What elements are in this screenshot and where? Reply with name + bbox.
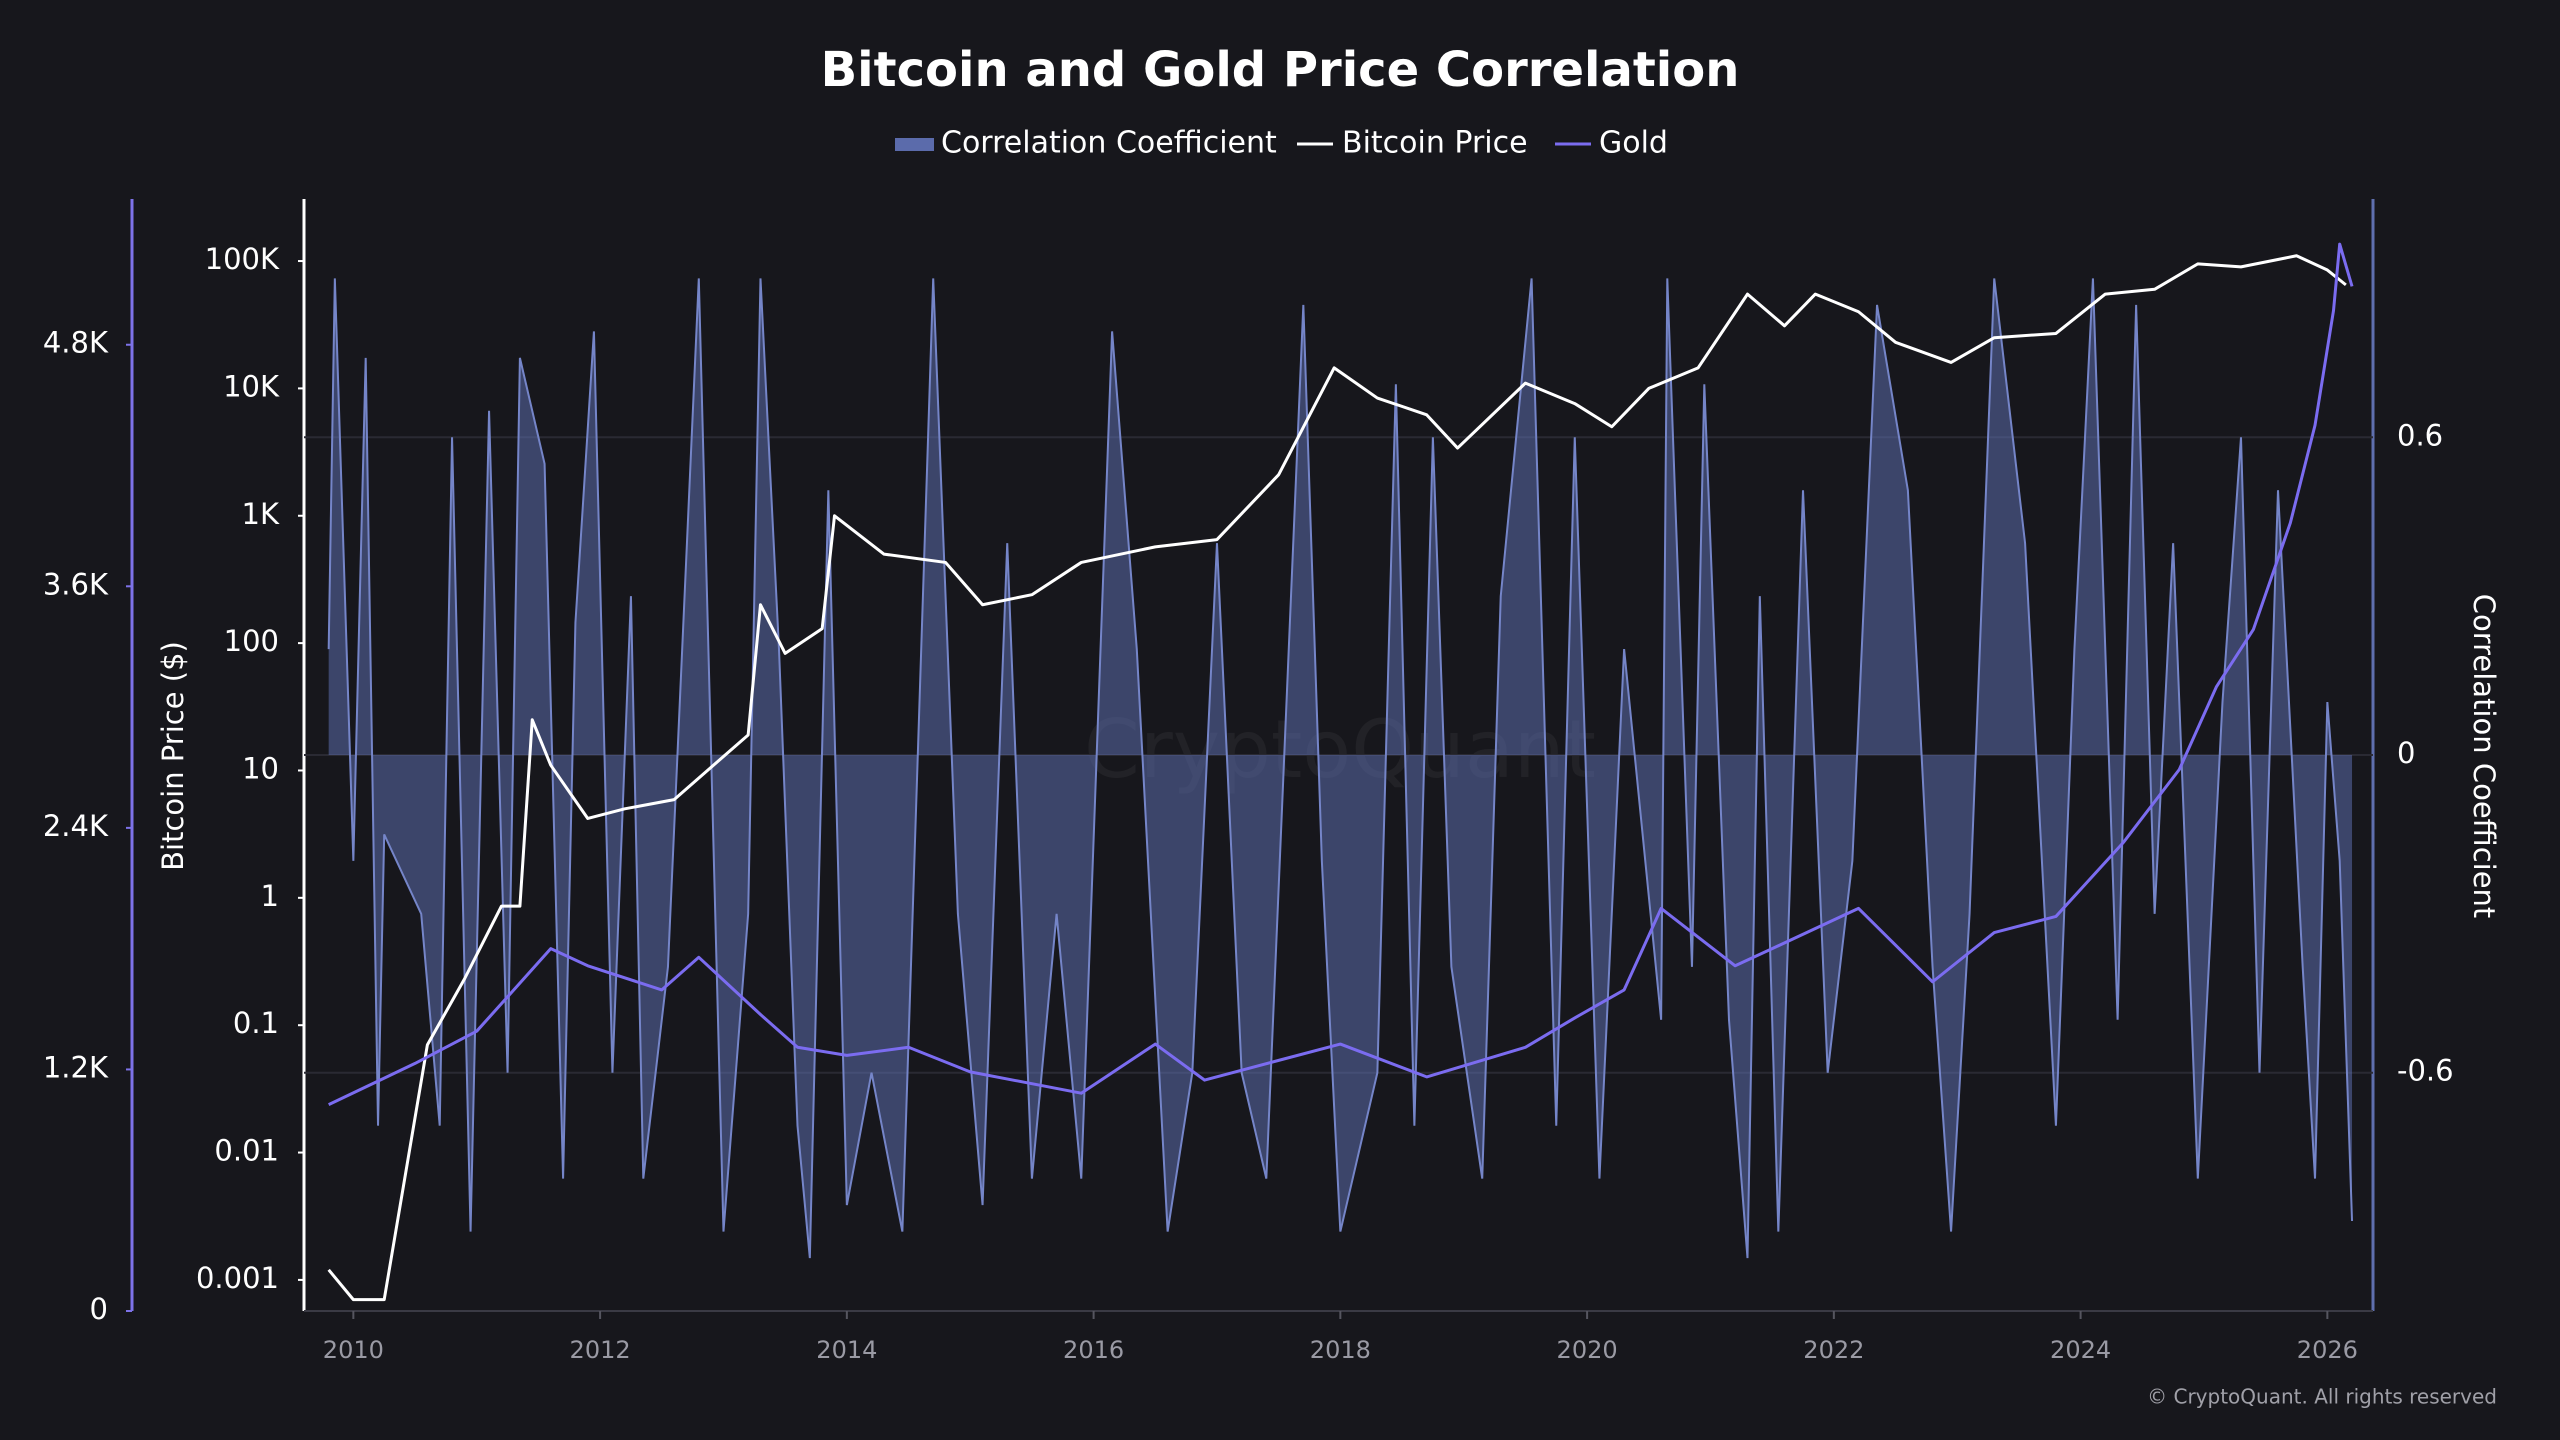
y2-axis-title: Correlation Coefficient [2467, 594, 2501, 919]
x-tick-label: 2012 [570, 1336, 631, 1364]
y-tick-label: 10 [242, 751, 279, 785]
y2-tick-label: -0.6 [2397, 1054, 2454, 1088]
y-tick-label: 1K [242, 497, 280, 531]
legend-item[interactable]: Correlation Coefficient [895, 126, 1277, 161]
correlation-fill [328, 278, 2353, 1259]
series-line [327, 254, 2347, 1302]
y2-tick-label: 0 [2397, 736, 2415, 770]
x-tick-label: 2020 [1557, 1336, 1618, 1364]
y3-tick-label: 0 [90, 1292, 108, 1326]
y-axis-title: Bitcoin Price ($) [156, 641, 190, 871]
series-line [328, 242, 2354, 1107]
legend-label: Correlation Coefficient [941, 126, 1277, 161]
x-tick-label: 2026 [2297, 1336, 2358, 1364]
y3-tick-label: 2.4K [43, 809, 109, 843]
legend-label: Gold [1599, 126, 1668, 161]
y-tick-label: 100 [224, 624, 279, 658]
footer: © CryptoQuant. All rights reserved [2147, 1385, 2497, 1409]
x-tick-label: 2024 [2050, 1336, 2111, 1364]
y-tick-label: 1 [261, 879, 279, 913]
legend-swatch [895, 138, 934, 151]
y-tick-label: 10K [223, 369, 280, 403]
y-tick-label: 0.001 [196, 1261, 279, 1295]
legend-item[interactable]: Bitcoin Price [1297, 126, 1528, 161]
x-tick-label: 2014 [816, 1336, 877, 1364]
y3-tick-label: 1.2K [43, 1050, 109, 1084]
legend-label: Bitcoin Price [1342, 126, 1528, 161]
y-tick-label: 0.01 [214, 1134, 279, 1168]
x-tick-label: 2022 [1803, 1336, 1864, 1364]
chart-title: Bitcoin and Gold Price Correlation [821, 42, 1740, 98]
x-tick-label: 2018 [1310, 1336, 1371, 1364]
x-tick-label: 2010 [323, 1336, 384, 1364]
x-tick-label: 2016 [1063, 1336, 1124, 1364]
y-tick-label: 0.1 [233, 1006, 279, 1040]
y2-tick-label: 0.6 [2397, 418, 2443, 452]
y-tick-label: 100K [205, 242, 280, 276]
legend-item[interactable]: Gold [1555, 126, 1668, 161]
y3-tick-label: 4.8K [43, 326, 109, 360]
y3-tick-label: 3.6K [43, 567, 109, 601]
